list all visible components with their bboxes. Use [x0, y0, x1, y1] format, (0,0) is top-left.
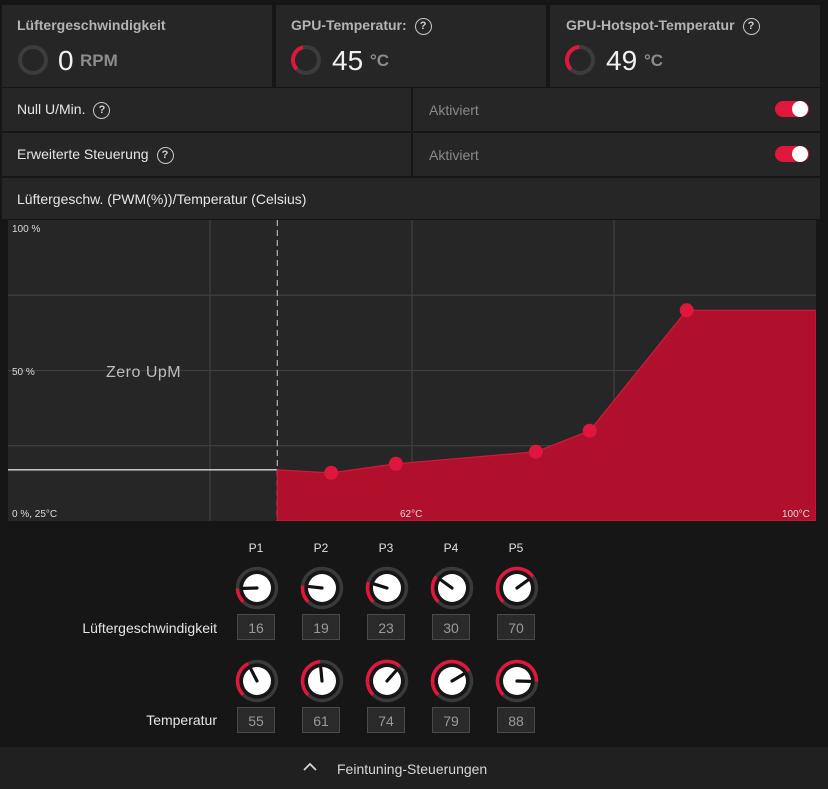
zero-rpm-toggle[interactable] [775, 101, 809, 117]
fine-tuning-label: Feintuning-Steuerungen [337, 761, 488, 777]
fan-curve-chart[interactable] [8, 220, 816, 521]
fan-speed-knob-p1[interactable] [235, 566, 279, 610]
toggle-knob [792, 146, 808, 162]
hotspot-temp-unit: °C [644, 51, 664, 70]
advanced-control-row: Erweiterte Steuerung? [2, 133, 411, 176]
temperature-knob-p3[interactable] [365, 659, 409, 703]
advanced-control-control: Aktiviert [413, 133, 820, 176]
curve-point-1 [324, 465, 339, 480]
advanced-control-label: Erweiterte Steuerung? [17, 146, 174, 164]
hotspot-temp-value: 49 [606, 45, 638, 76]
gpu-temp-title: GPU-Temperatur:? [291, 17, 432, 35]
chevron-up-icon [303, 762, 317, 771]
curve-header: Lüftergeschw. (PWM(%))/Temperatur (Celsi… [2, 178, 820, 219]
fan-speed-input-p3[interactable]: 23 [367, 614, 405, 640]
gpu-temp-panel: GPU-Temperatur:? 45 °C [276, 5, 546, 87]
curve-point-3 [528, 444, 543, 459]
zero-rpm-row: Null U/Min.? [2, 88, 411, 131]
hotspot-gauge-arc [565, 45, 580, 71]
curve-point-2 [388, 456, 403, 471]
curve-point-5 [679, 303, 694, 318]
zero-rpm-control: Aktiviert [413, 88, 820, 131]
fan-speed-knob-p3[interactable] [365, 566, 409, 610]
help-icon[interactable]: ? [414, 17, 432, 35]
fan-speed-knob-p5[interactable] [495, 566, 539, 610]
x-axis-mid-label: 62°C [400, 509, 423, 520]
fan-speed-input-p1[interactable]: 16 [237, 614, 275, 640]
temperature-knob-p4[interactable] [430, 659, 474, 703]
advanced-control-status: Aktiviert [429, 147, 479, 163]
fan-speed-input-p4[interactable]: 30 [432, 614, 470, 640]
x-axis-max-label: 100°C [782, 509, 810, 520]
point-label-p2: P2 [313, 541, 329, 555]
curve-point-4 [582, 423, 597, 438]
temperature-knob-p2[interactable] [300, 659, 344, 703]
temperature-knob-p5[interactable] [495, 659, 539, 703]
curve-title: Lüftergeschw. (PWM(%))/Temperatur (Celsi… [17, 191, 307, 207]
y-axis-mid-label: 50 % [12, 367, 35, 378]
temperature-input-p3[interactable]: 74 [367, 707, 405, 733]
fine-tuning-toggle[interactable]: Feintuning-Steuerungen [0, 747, 828, 789]
fan-speed-title: Lüftergeschwindigkeit [17, 17, 166, 33]
advanced-control-label-text: Erweiterte Steuerung [17, 146, 149, 162]
help-icon[interactable]: ? [156, 146, 174, 164]
hotspot-temp-title-text: GPU-Hotspot-Temperatur [566, 17, 735, 33]
fan-speed-unit: RPM [80, 51, 118, 70]
temperature-input-p4[interactable]: 79 [432, 707, 470, 733]
temperature-knob-p1[interactable] [235, 659, 279, 703]
gpu-temp-gauge-arc [291, 45, 304, 71]
fan-curve-area [276, 309, 816, 521]
temperature-input-p5[interactable]: 88 [497, 707, 535, 733]
fan-speed-gauge-icon [18, 45, 48, 75]
fan-speed-input-p2[interactable]: 19 [302, 614, 340, 640]
temperature-row-label: Temperatur [146, 712, 217, 728]
gpu-temp-value: 45 [332, 45, 364, 76]
fan-speed-row-label: Lüftergeschwindigkeit [82, 620, 217, 636]
hotspot-temp-panel: GPU-Hotspot-Temperatur? 49 °C [550, 5, 820, 87]
point-label-p1: P1 [248, 541, 264, 555]
point-label-p5: P5 [508, 541, 524, 555]
curve-points [324, 303, 694, 480]
temperature-input-p1[interactable]: 55 [237, 707, 275, 733]
zero-rpm-label-text: Null U/Min. [17, 101, 86, 117]
hotspot-gauge-icon [565, 45, 595, 75]
toggle-knob [792, 101, 808, 117]
zero-rpm-label: Null U/Min.? [17, 101, 111, 119]
gpu-temp-unit: °C [370, 51, 390, 70]
point-label-p4: P4 [443, 541, 459, 555]
y-axis-max-label: 100 % [12, 224, 41, 235]
zero-rpm-status: Aktiviert [429, 102, 479, 118]
fan-speed-panel: Lüftergeschwindigkeit 0 RPM [2, 5, 272, 87]
point-label-p3: P3 [378, 541, 394, 555]
help-icon[interactable]: ? [742, 17, 760, 35]
fan-speed-input-p5[interactable]: 70 [497, 614, 535, 640]
temperature-input-p2[interactable]: 61 [302, 707, 340, 733]
help-icon[interactable]: ? [93, 101, 111, 119]
hotspot-temp-title: GPU-Hotspot-Temperatur? [566, 17, 760, 35]
gpu-temp-gauge-icon [291, 45, 321, 75]
advanced-control-toggle[interactable] [775, 146, 809, 162]
zero-rpm-zone-label: Zero UpM [106, 364, 182, 381]
fan-speed-knob-p2[interactable] [300, 566, 344, 610]
fan-speed-knob-p4[interactable] [430, 566, 474, 610]
fan-speed-value: 0 [58, 45, 74, 76]
origin-label: 0 %, 25°C [12, 509, 58, 520]
gpu-temp-title-text: GPU-Temperatur: [291, 17, 407, 33]
